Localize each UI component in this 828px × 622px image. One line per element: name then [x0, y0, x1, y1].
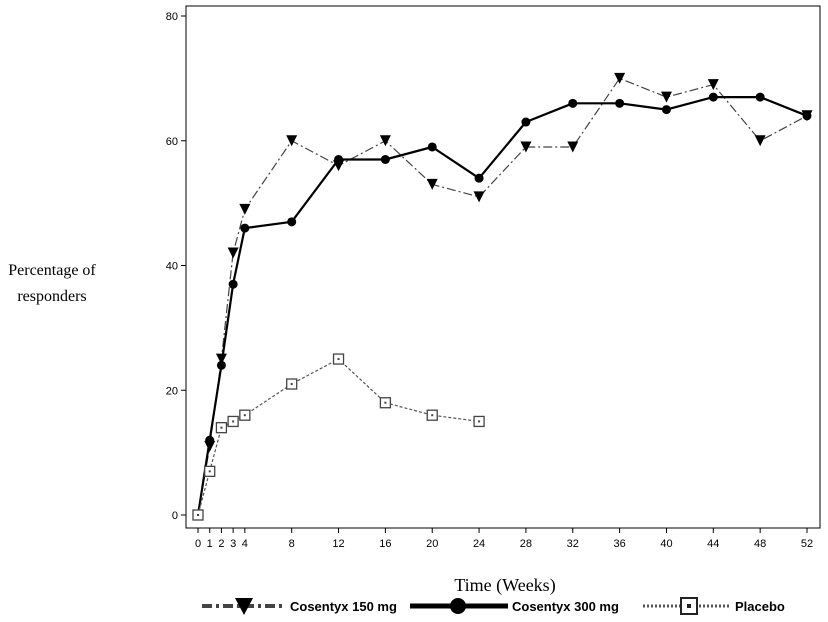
- circle-marker: [216, 360, 226, 370]
- square-marker-dot: [197, 514, 199, 516]
- y-tick-label: 60: [166, 136, 178, 148]
- square-marker: [239, 409, 251, 421]
- x-tick-label: 48: [754, 538, 766, 550]
- square-marker-dot: [431, 414, 434, 417]
- square-marker-dot: [232, 420, 235, 423]
- series-line-cosentyx-300-mg: [196, 95, 808, 516]
- triangle-marker: [707, 79, 719, 91]
- circle-marker: [427, 142, 437, 152]
- x-tick-label: 28: [520, 538, 532, 550]
- circle-marker: [205, 435, 215, 445]
- x-tick-label: 8: [289, 538, 295, 550]
- legend: Cosentyx 150 mg Cosentyx 300 mg Placebo: [202, 597, 785, 615]
- x-tick-label: 36: [613, 538, 625, 550]
- triangle-marker: [754, 135, 766, 147]
- x-tick-label: 32: [567, 538, 579, 550]
- legend-label: Cosentyx 150 mg: [290, 599, 397, 614]
- triangle-marker: [215, 353, 227, 365]
- square-marker-dot: [243, 414, 246, 417]
- square-marker: [379, 397, 392, 409]
- circle-marker: [380, 154, 390, 164]
- y-tick-label: 0: [172, 510, 178, 522]
- circle-marker: [228, 279, 238, 289]
- y-tick-label: 80: [166, 11, 178, 23]
- legend-square-marker-dot: [687, 604, 691, 608]
- series-line-placebo: [197, 358, 480, 516]
- y-tick-label: 40: [166, 261, 178, 273]
- legend-item: Cosentyx 150 mg: [202, 598, 397, 615]
- y-axis-label-line-2: responders: [17, 288, 86, 305]
- triangle-marker: [286, 135, 298, 147]
- triangle-marker: [567, 141, 579, 153]
- square-marker: [215, 422, 228, 434]
- triangle-marker: [426, 178, 438, 190]
- circle-marker: [661, 105, 671, 115]
- circle-marker: [568, 98, 578, 108]
- square-marker: [332, 353, 345, 365]
- circle-marker: [334, 154, 344, 164]
- square-marker: [227, 415, 239, 428]
- square-marker: [286, 378, 298, 390]
- circle-marker: [802, 111, 812, 121]
- square-marker-dot: [384, 401, 387, 404]
- square-marker-dot: [478, 420, 481, 423]
- plot-frame: [185, 5, 821, 529]
- y-tick-label: 20: [166, 385, 178, 397]
- square-marker-dot: [290, 383, 293, 386]
- circle-marker: [615, 98, 625, 108]
- x-tick-label: 16: [379, 538, 391, 550]
- square-marker-dot: [220, 426, 223, 429]
- legend-label: Cosentyx 300 mg: [512, 599, 619, 614]
- x-tick-label: 52: [801, 538, 813, 550]
- series-line-cosentyx-150-mg: [197, 77, 808, 516]
- legend-item: Cosentyx 300 mg: [410, 598, 619, 614]
- x-axis-label: Time (Weeks): [454, 575, 555, 596]
- triangle-marker: [520, 141, 532, 153]
- circle-marker: [755, 92, 765, 102]
- legend-label: Placebo: [735, 599, 785, 614]
- triangle-marker: [227, 247, 239, 259]
- x-tick-label: 3: [230, 538, 236, 550]
- x-tick-label: 0: [195, 538, 201, 550]
- x-tick-label: 4: [242, 538, 248, 550]
- legend-triangle-marker: [235, 598, 253, 615]
- square-marker-dot: [208, 470, 211, 473]
- legend-item: Placebo: [643, 597, 785, 615]
- circle-marker: [521, 117, 531, 127]
- square-marker: [426, 409, 438, 421]
- x-tick-label: 44: [707, 538, 719, 550]
- x-tick-label: 40: [660, 538, 672, 550]
- circle-marker: [287, 217, 297, 227]
- triangle-marker: [379, 135, 391, 147]
- triangle-marker: [660, 91, 672, 103]
- x-tick-label: 24: [473, 538, 485, 550]
- circle-marker: [708, 92, 718, 102]
- square-marker: [473, 415, 485, 428]
- x-tick-label: 12: [332, 538, 344, 550]
- circle-marker: [474, 173, 484, 183]
- square-marker-dot: [337, 358, 340, 361]
- circle-marker: [240, 223, 250, 233]
- triangle-marker: [473, 191, 485, 203]
- x-tick-label: 20: [426, 538, 438, 550]
- square-marker: [204, 465, 216, 477]
- legend-circle-marker: [450, 598, 466, 614]
- y-axis-label-line-1: Percentage of: [8, 262, 96, 279]
- x-tick-label: 2: [218, 538, 224, 550]
- x-tick-label: 1: [207, 538, 213, 550]
- triangle-marker: [614, 72, 626, 84]
- triangle-marker: [239, 203, 251, 215]
- square-marker: [192, 509, 204, 521]
